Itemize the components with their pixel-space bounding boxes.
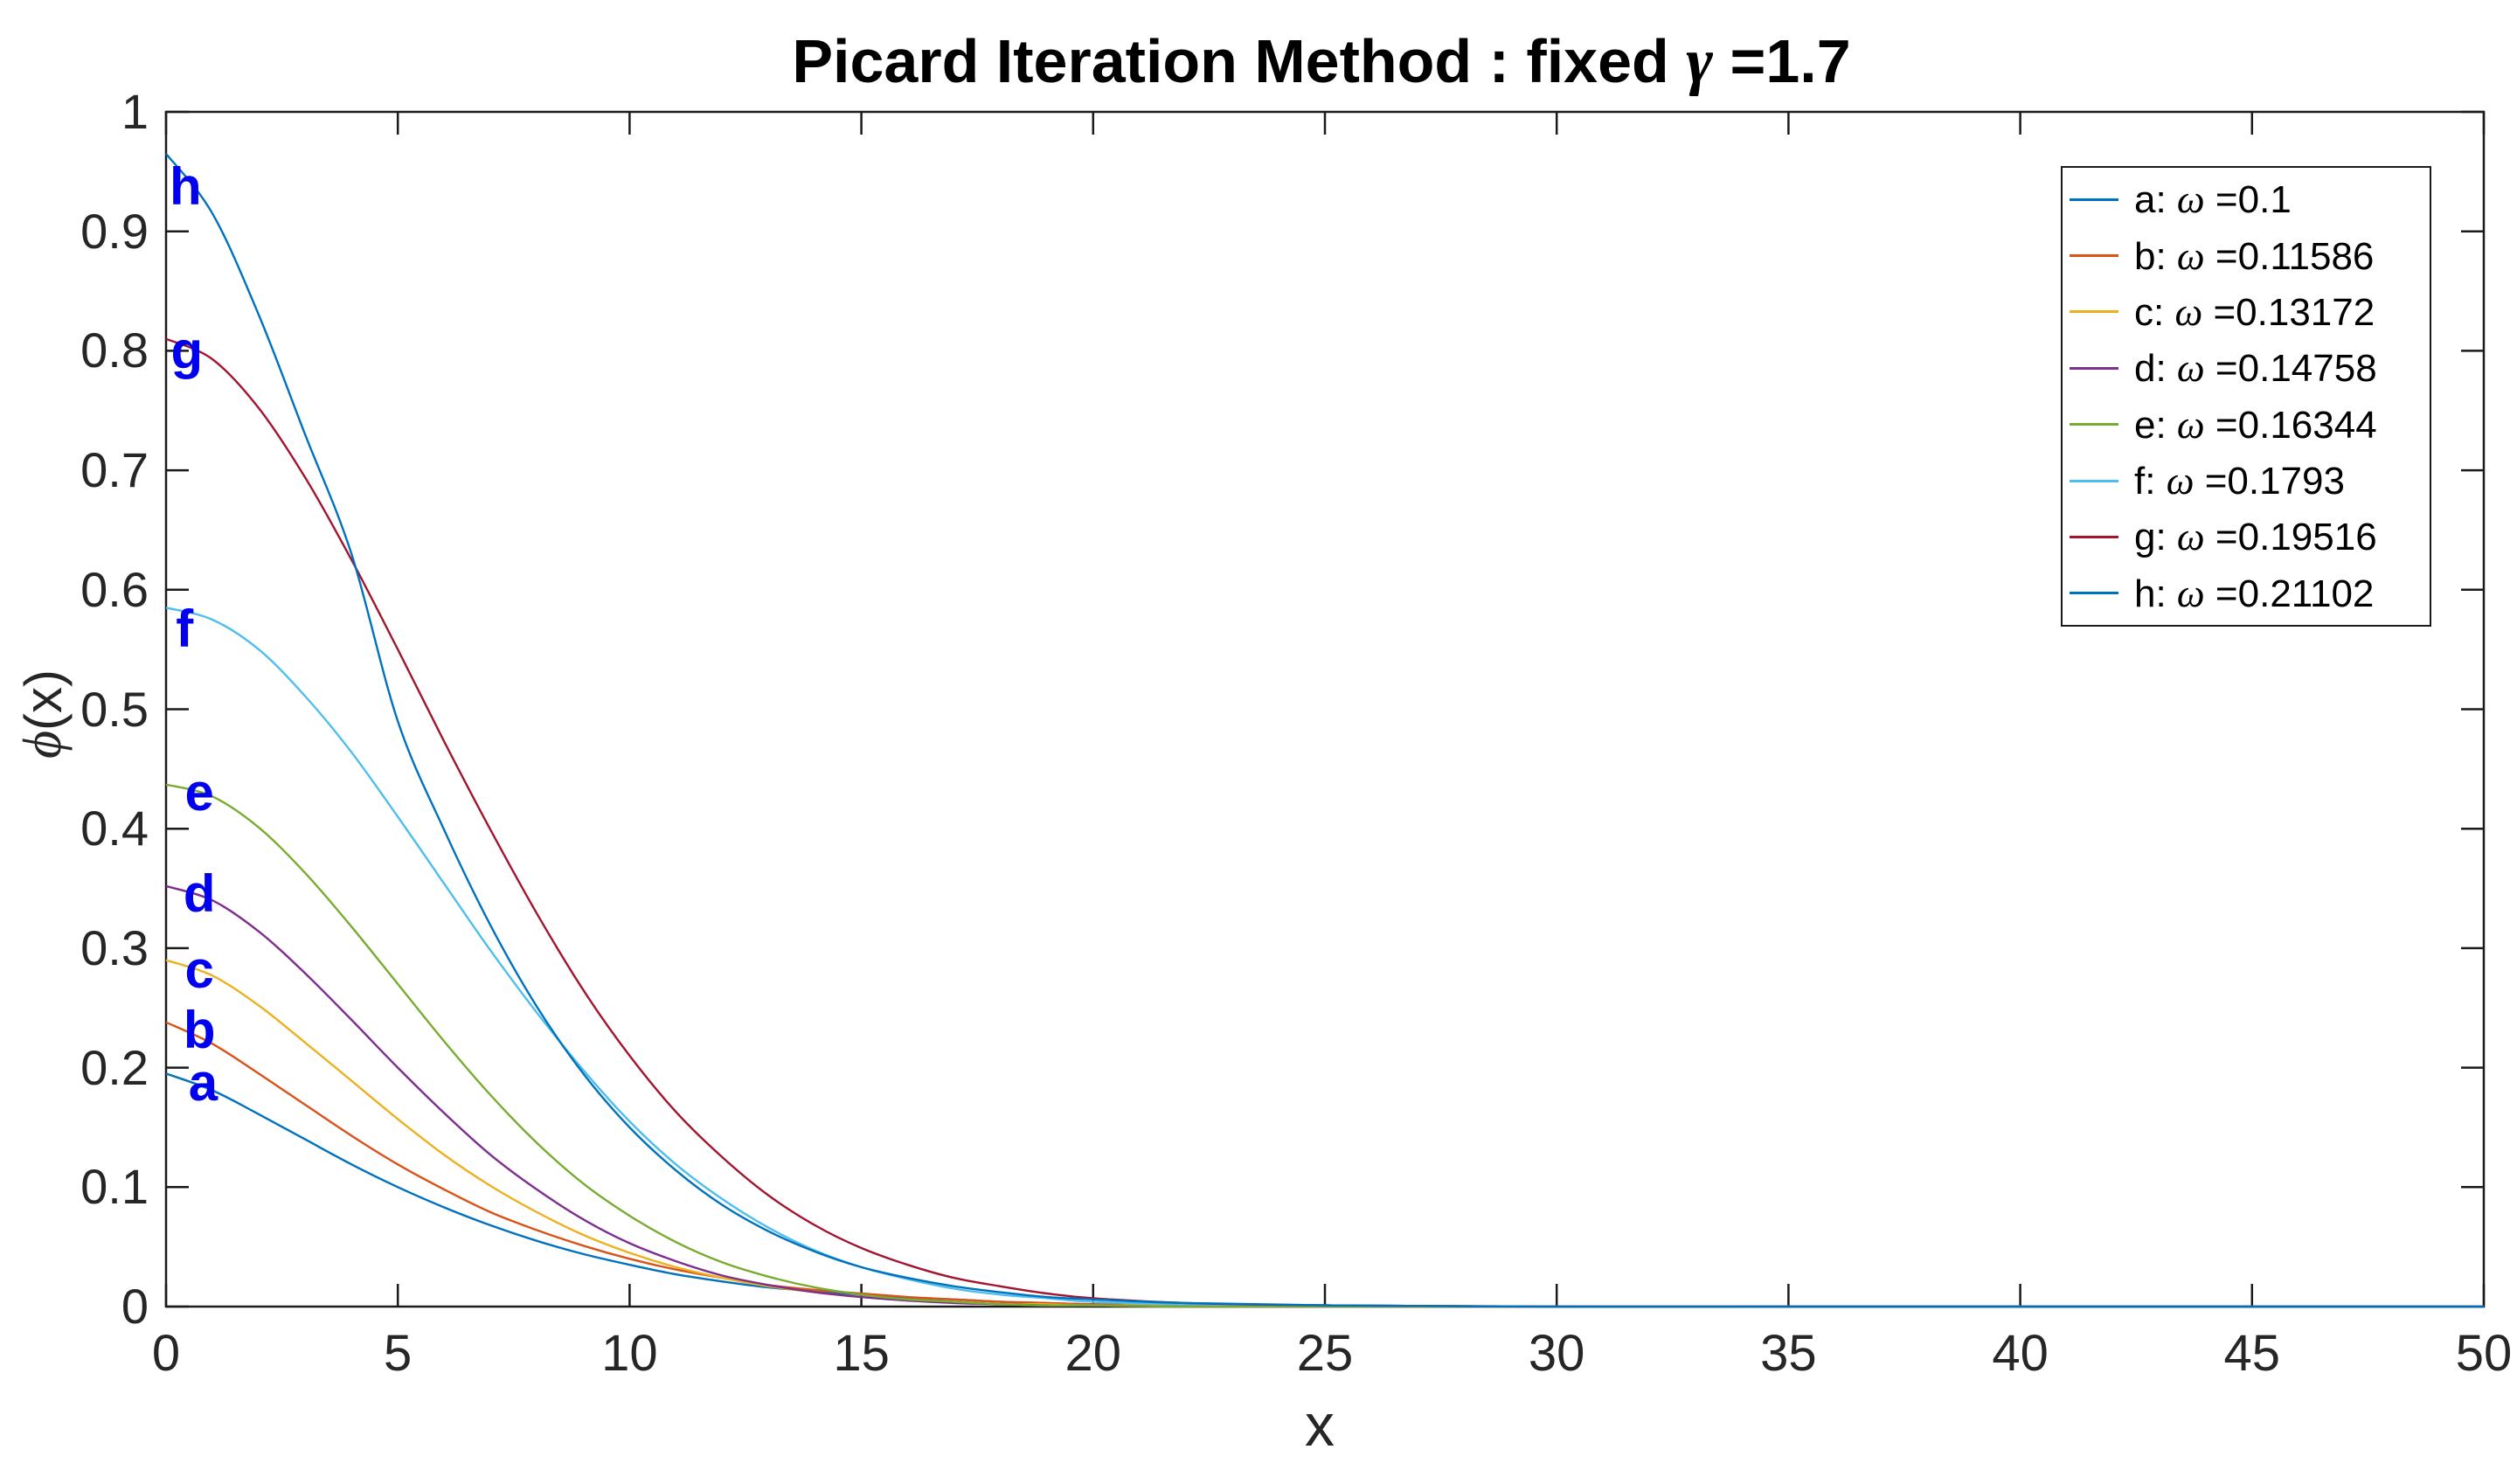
legend-line-sample-f [2070, 479, 2118, 482]
legend-line-sample-h [2070, 592, 2118, 595]
x-axis-label: x [1305, 1392, 1335, 1459]
omega-symbol: ω [2176, 571, 2205, 615]
x-tick-label-50: 50 [2455, 1325, 2513, 1382]
legend-label-d: d: ω =0.14758 [2134, 345, 2377, 391]
x-tick-label-25: 25 [1296, 1325, 1354, 1382]
legend-omega-value: =0.1 [2204, 178, 2292, 222]
legend-label-b: b: ω =0.11586 [2134, 233, 2374, 279]
legend-series-name: b: [2134, 234, 2177, 278]
legend-label-c: c: ω =0.13172 [2134, 289, 2375, 335]
legend-entry-e: e: ω =0.16344 [2063, 399, 2430, 451]
legend-entry-f: f: ω =0.1793 [2063, 454, 2430, 507]
omega-symbol: ω [2174, 289, 2203, 334]
y-tick-label-0.5: 0.5 [80, 681, 149, 737]
curve-label-f: f [176, 599, 194, 658]
y-tick-label-0.7: 0.7 [80, 442, 149, 498]
y-tick-label-0.3: 0.3 [80, 919, 149, 975]
omega-symbol: ω [2176, 346, 2205, 391]
legend-label-h: h: ω =0.21102 [2134, 571, 2374, 616]
plot-title: Picard Iteration Method : fixed γ =1.7 [792, 24, 1850, 99]
y-tick-label-0: 0 [121, 1279, 149, 1334]
curve-h [165, 153, 2484, 1308]
omega-symbol: ω [2176, 515, 2205, 559]
legend-entry-h: h: ω =0.21102 [2063, 567, 2430, 620]
legend-line-sample-d [2070, 366, 2118, 370]
legend-omega-value: =0.1793 [2194, 460, 2345, 503]
x-tick-label-10: 10 [601, 1325, 658, 1382]
curve-label-c: c [184, 940, 214, 999]
y-tick-label-0.8: 0.8 [80, 322, 149, 378]
curve-f [165, 607, 2484, 1308]
legend-entry-g: g: ω =0.19516 [2063, 510, 2430, 563]
omega-symbol: ω [2166, 459, 2195, 503]
legend-series-name: g: [2134, 516, 2177, 559]
legend-label-a: a: ω =0.1 [2134, 177, 2292, 222]
legend-line-sample-e [2070, 423, 2118, 426]
y-tick-label-0.1: 0.1 [80, 1159, 149, 1215]
legend-box: a: ω =0.1 b: ω =0.11586 c: ω =0.13172 d: ω … [2061, 166, 2431, 627]
legend-entry-a: a: ω =0.1 [2063, 173, 2430, 225]
curve-label-b: b [183, 1001, 216, 1060]
y-tick-label-0.2: 0.2 [80, 1039, 149, 1095]
curve-label-g: g [170, 321, 204, 380]
plot-title-value: =1.7 [1713, 27, 1851, 95]
y-tick-label-0.9: 0.9 [80, 203, 149, 259]
legend-omega-value: =0.19516 [2204, 516, 2377, 559]
legend-line-sample-a [2070, 198, 2118, 201]
x-tick-label-30: 30 [1528, 1325, 1585, 1382]
legend-omega-value: =0.14758 [2204, 347, 2377, 391]
legend-entry-d: d: ω =0.14758 [2063, 342, 2430, 394]
legend-omega-value: =0.16344 [2204, 403, 2377, 447]
omega-symbol: ω [2176, 233, 2205, 278]
curve-label-d: d [183, 864, 216, 924]
legend-omega-value: =0.13172 [2202, 290, 2375, 334]
omega-symbol: ω [2176, 177, 2205, 222]
curve-d [165, 884, 2484, 1308]
x-tick-label-15: 15 [833, 1325, 890, 1382]
legend-series-name: d: [2134, 347, 2177, 391]
legend-series-name: h: [2134, 572, 2177, 615]
legend-omega-value: =0.11586 [2204, 234, 2375, 278]
legend-series-name: a: [2134, 178, 2177, 222]
legend-entry-b: b: ω =0.11586 [2063, 230, 2430, 282]
legend-label-e: e: ω =0.16344 [2134, 402, 2377, 447]
curve-c [165, 959, 2484, 1308]
curve-label-a: a [188, 1053, 218, 1113]
legend-line-sample-b [2070, 254, 2118, 258]
omega-symbol: ω [2176, 402, 2205, 447]
x-tick-label-40: 40 [1992, 1325, 2049, 1382]
legend-omega-value: =0.21102 [2204, 572, 2375, 615]
y-tick-label-0.4: 0.4 [80, 801, 149, 856]
legend-line-sample-g [2070, 535, 2118, 538]
legend-line-sample-c [2070, 310, 2118, 314]
gamma-symbol: γ [1686, 25, 1714, 97]
x-tick-label-0: 0 [151, 1325, 181, 1382]
curve-label-e: e [184, 763, 214, 822]
x-tick-label-5: 5 [384, 1325, 413, 1382]
y-tick-label-1: 1 [121, 84, 149, 139]
legend-series-name: f: [2134, 460, 2167, 503]
curve-label-h: h [169, 157, 202, 217]
legend-label-f: f: ω =0.1793 [2134, 458, 2345, 503]
x-tick-label-45: 45 [2223, 1325, 2281, 1382]
curve-b [165, 1021, 2484, 1308]
legend-series-name: e: [2134, 403, 2177, 447]
legend-series-name: c: [2134, 290, 2175, 334]
curve-e [165, 783, 2484, 1308]
legend-label-g: g: ω =0.19516 [2134, 514, 2377, 559]
x-tick-label-35: 35 [1760, 1325, 1817, 1382]
legend-entry-c: c: ω =0.13172 [2063, 286, 2430, 338]
y-tick-label-0.6: 0.6 [80, 561, 149, 617]
curve-a [165, 1072, 2484, 1308]
x-tick-label-20: 20 [1064, 1325, 1122, 1382]
plot-title-text: Picard Iteration Method : fixed [792, 27, 1687, 95]
